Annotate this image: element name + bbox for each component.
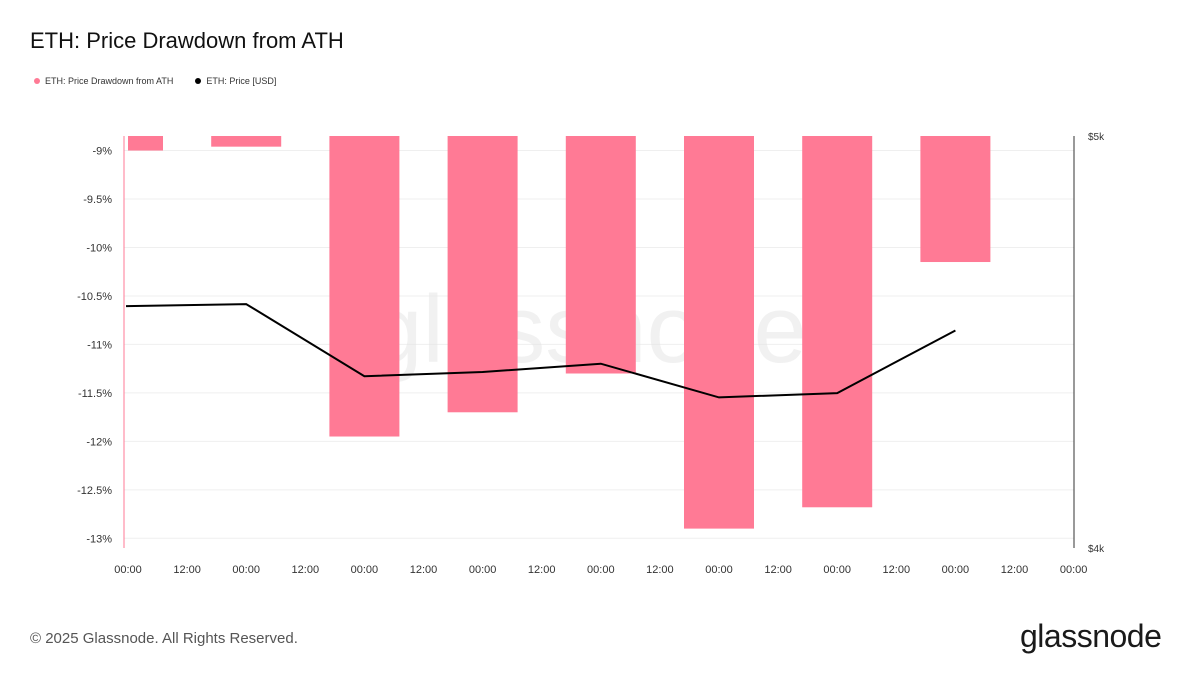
legend-dot-drawdown <box>34 78 40 84</box>
right-axis: $5k $4k <box>1073 132 1105 555</box>
drawdown-bar <box>920 136 991 263</box>
x-tick-label: 00:00 <box>351 564 379 576</box>
drawdown-bar <box>329 136 400 437</box>
x-axis: 00:00 12:00 00:00 12:00 00:00 12:00 00:00 12:00… <box>114 564 1087 576</box>
drawdown-bar <box>565 136 636 374</box>
drawdown-bars <box>128 136 991 529</box>
left-tick-label: -11% <box>87 339 112 351</box>
legend: ETH: Price Drawdown from ATH ETH: Price … <box>34 76 276 86</box>
x-tick-label: 00:00 <box>1060 564 1088 576</box>
grid-lines <box>124 150 1074 539</box>
x-tick-label: 12:00 <box>883 564 911 576</box>
legend-label-price: ETH: Price [USD] <box>206 76 277 86</box>
drawdown-bar <box>802 136 873 508</box>
left-tick-label: -12.5% <box>77 485 112 497</box>
price-line-group <box>125 303 956 399</box>
legend-item-drawdown[interactable]: ETH: Price Drawdown from ATH <box>34 76 173 86</box>
left-tick-label: -9.5% <box>83 194 112 206</box>
x-tick-label: 00:00 <box>587 564 615 576</box>
left-tick-label: -9% <box>92 146 112 158</box>
copyright-text: © 2025 Glassnode. All Rights Reserved. <box>30 630 298 647</box>
x-tick-label: 12:00 <box>292 564 320 576</box>
x-tick-label: 12:00 <box>410 564 438 576</box>
drawdown-bar <box>684 136 754 529</box>
x-tick-label: 12:00 <box>646 564 674 576</box>
drawdown-bar <box>211 136 282 147</box>
left-tick-label: -10% <box>86 242 112 254</box>
chart-title: ETH: Price Drawdown from ATH <box>30 28 344 53</box>
x-tick-label: 00:00 <box>469 564 497 576</box>
x-tick-label: 00:00 <box>823 564 851 576</box>
x-tick-label: 12:00 <box>173 564 201 576</box>
drawdown-bar <box>128 136 163 151</box>
left-tick-label: -10.5% <box>77 291 112 303</box>
x-tick-label: 00:00 <box>232 564 260 576</box>
x-tick-label: 12:00 <box>528 564 556 576</box>
x-tick-label: 12:00 <box>764 564 792 576</box>
legend-dot-price <box>195 78 202 84</box>
left-axis: -9% -9.5% -10% -10.5% -11% -11.5% -12% -12.5% -1… <box>77 136 125 548</box>
x-tick-label: 00:00 <box>942 564 970 576</box>
left-tick-label: -11.5% <box>78 388 112 400</box>
legend-item-price[interactable]: ETH: Price [USD] <box>195 76 276 86</box>
left-tick-label: -12% <box>86 436 112 448</box>
left-tick-label: -13% <box>86 533 112 545</box>
legend-label-drawdown: ETH: Price Drawdown from ATH <box>45 76 174 86</box>
right-tick-label: $5k <box>1088 132 1105 143</box>
price-line <box>125 303 956 399</box>
drawdown-bar <box>447 136 518 413</box>
x-tick-label: 00:00 <box>114 564 142 576</box>
brand-logo[interactable]: glassnode <box>1020 618 1162 654</box>
right-tick-label: $4k <box>1088 544 1105 555</box>
x-tick-label: 12:00 <box>1001 564 1029 576</box>
x-tick-label: 00:00 <box>705 564 733 576</box>
